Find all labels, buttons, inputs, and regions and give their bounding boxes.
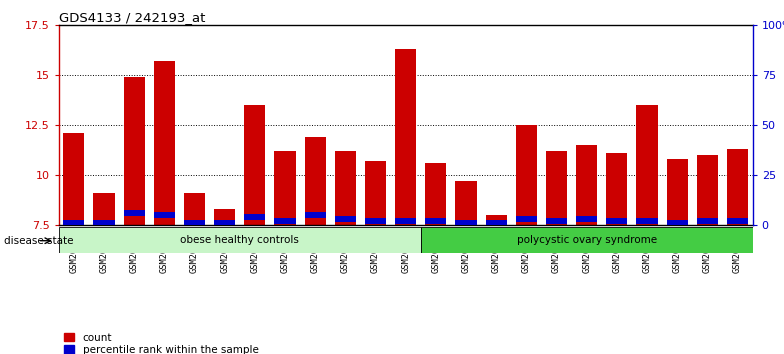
Bar [637,218,658,224]
Bar [214,209,235,225]
Bar [666,159,688,225]
Text: disease state: disease state [4,236,74,246]
Bar [606,153,627,225]
Text: obese healthy controls: obese healthy controls [180,235,299,245]
Bar [727,218,748,224]
Bar [214,220,235,225]
Bar [305,137,326,225]
Bar [64,220,85,225]
Bar [516,125,537,225]
Bar [64,133,85,225]
Bar [395,49,416,225]
Bar [184,193,205,225]
Bar [421,227,753,253]
Bar [456,220,477,225]
Bar [154,212,175,218]
Bar [245,105,266,225]
Bar [93,220,114,225]
Bar [546,218,567,224]
Bar [637,105,658,225]
Bar [59,227,421,253]
Bar [245,214,266,219]
Bar [516,216,537,222]
Bar [124,210,145,216]
Bar [456,181,477,225]
Legend: count, percentile rank within the sample: count, percentile rank within the sample [64,333,259,354]
Bar [546,151,567,225]
Bar [697,218,718,224]
Bar [666,220,688,225]
Bar [576,216,597,222]
Bar [426,218,446,224]
Text: GDS4133 / 242193_at: GDS4133 / 242193_at [59,11,205,24]
Bar [395,218,416,224]
Bar [365,218,386,224]
Bar [274,151,296,225]
Bar [93,193,114,225]
Bar [335,151,356,225]
Bar [335,216,356,222]
Bar [124,77,145,225]
Bar [727,149,748,225]
Bar [606,218,627,224]
Bar [426,163,446,225]
Bar [485,220,506,225]
Bar [154,61,175,225]
Bar [184,220,205,225]
Bar [274,218,296,224]
Bar [576,145,597,225]
Bar [697,155,718,225]
Bar [485,215,506,225]
Text: polycystic ovary syndrome: polycystic ovary syndrome [517,235,657,245]
Bar [305,212,326,218]
Bar [365,161,386,225]
